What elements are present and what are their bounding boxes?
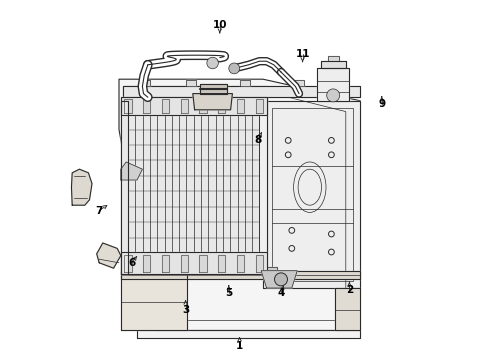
- Polygon shape: [237, 255, 244, 272]
- Polygon shape: [121, 101, 128, 274]
- Polygon shape: [121, 271, 360, 279]
- Polygon shape: [317, 68, 349, 101]
- Text: 1: 1: [236, 341, 243, 351]
- Polygon shape: [139, 80, 149, 86]
- Polygon shape: [122, 86, 267, 252]
- Text: 10: 10: [213, 20, 227, 30]
- Polygon shape: [202, 145, 245, 151]
- Polygon shape: [256, 255, 263, 272]
- Polygon shape: [121, 101, 267, 274]
- Text: 11: 11: [295, 49, 310, 59]
- Polygon shape: [162, 255, 169, 272]
- Polygon shape: [121, 97, 267, 115]
- Polygon shape: [137, 330, 360, 338]
- Polygon shape: [263, 101, 360, 288]
- Polygon shape: [199, 255, 207, 272]
- Polygon shape: [122, 86, 360, 97]
- Circle shape: [229, 63, 240, 74]
- Polygon shape: [218, 99, 225, 113]
- Polygon shape: [200, 84, 227, 94]
- Polygon shape: [181, 255, 188, 272]
- Polygon shape: [186, 80, 196, 86]
- Polygon shape: [143, 99, 150, 113]
- Polygon shape: [328, 56, 339, 61]
- Polygon shape: [294, 80, 304, 86]
- Text: 4: 4: [277, 288, 285, 298]
- Text: 7: 7: [96, 206, 103, 216]
- Polygon shape: [237, 99, 244, 113]
- Polygon shape: [240, 80, 250, 86]
- Polygon shape: [97, 243, 121, 268]
- Polygon shape: [72, 169, 92, 205]
- Polygon shape: [256, 99, 263, 113]
- Circle shape: [274, 273, 288, 286]
- Text: 2: 2: [346, 285, 353, 295]
- Polygon shape: [218, 255, 225, 272]
- Polygon shape: [143, 255, 150, 272]
- Polygon shape: [144, 130, 173, 137]
- Polygon shape: [121, 162, 143, 180]
- Polygon shape: [121, 271, 187, 330]
- Polygon shape: [162, 99, 169, 113]
- Polygon shape: [333, 80, 344, 86]
- Polygon shape: [124, 255, 132, 272]
- Text: 6: 6: [128, 258, 135, 268]
- Text: 8: 8: [254, 135, 261, 145]
- Polygon shape: [261, 271, 297, 288]
- Polygon shape: [320, 61, 346, 68]
- Polygon shape: [128, 115, 259, 252]
- Polygon shape: [124, 99, 132, 113]
- Polygon shape: [335, 288, 360, 330]
- Polygon shape: [181, 99, 188, 113]
- Polygon shape: [193, 94, 232, 110]
- Text: 3: 3: [182, 305, 189, 315]
- Text: 9: 9: [378, 99, 385, 109]
- Polygon shape: [119, 79, 360, 330]
- Circle shape: [207, 57, 219, 69]
- Circle shape: [327, 89, 340, 102]
- Polygon shape: [199, 99, 207, 113]
- Polygon shape: [267, 267, 277, 283]
- Polygon shape: [121, 252, 267, 274]
- Text: 5: 5: [225, 288, 232, 298]
